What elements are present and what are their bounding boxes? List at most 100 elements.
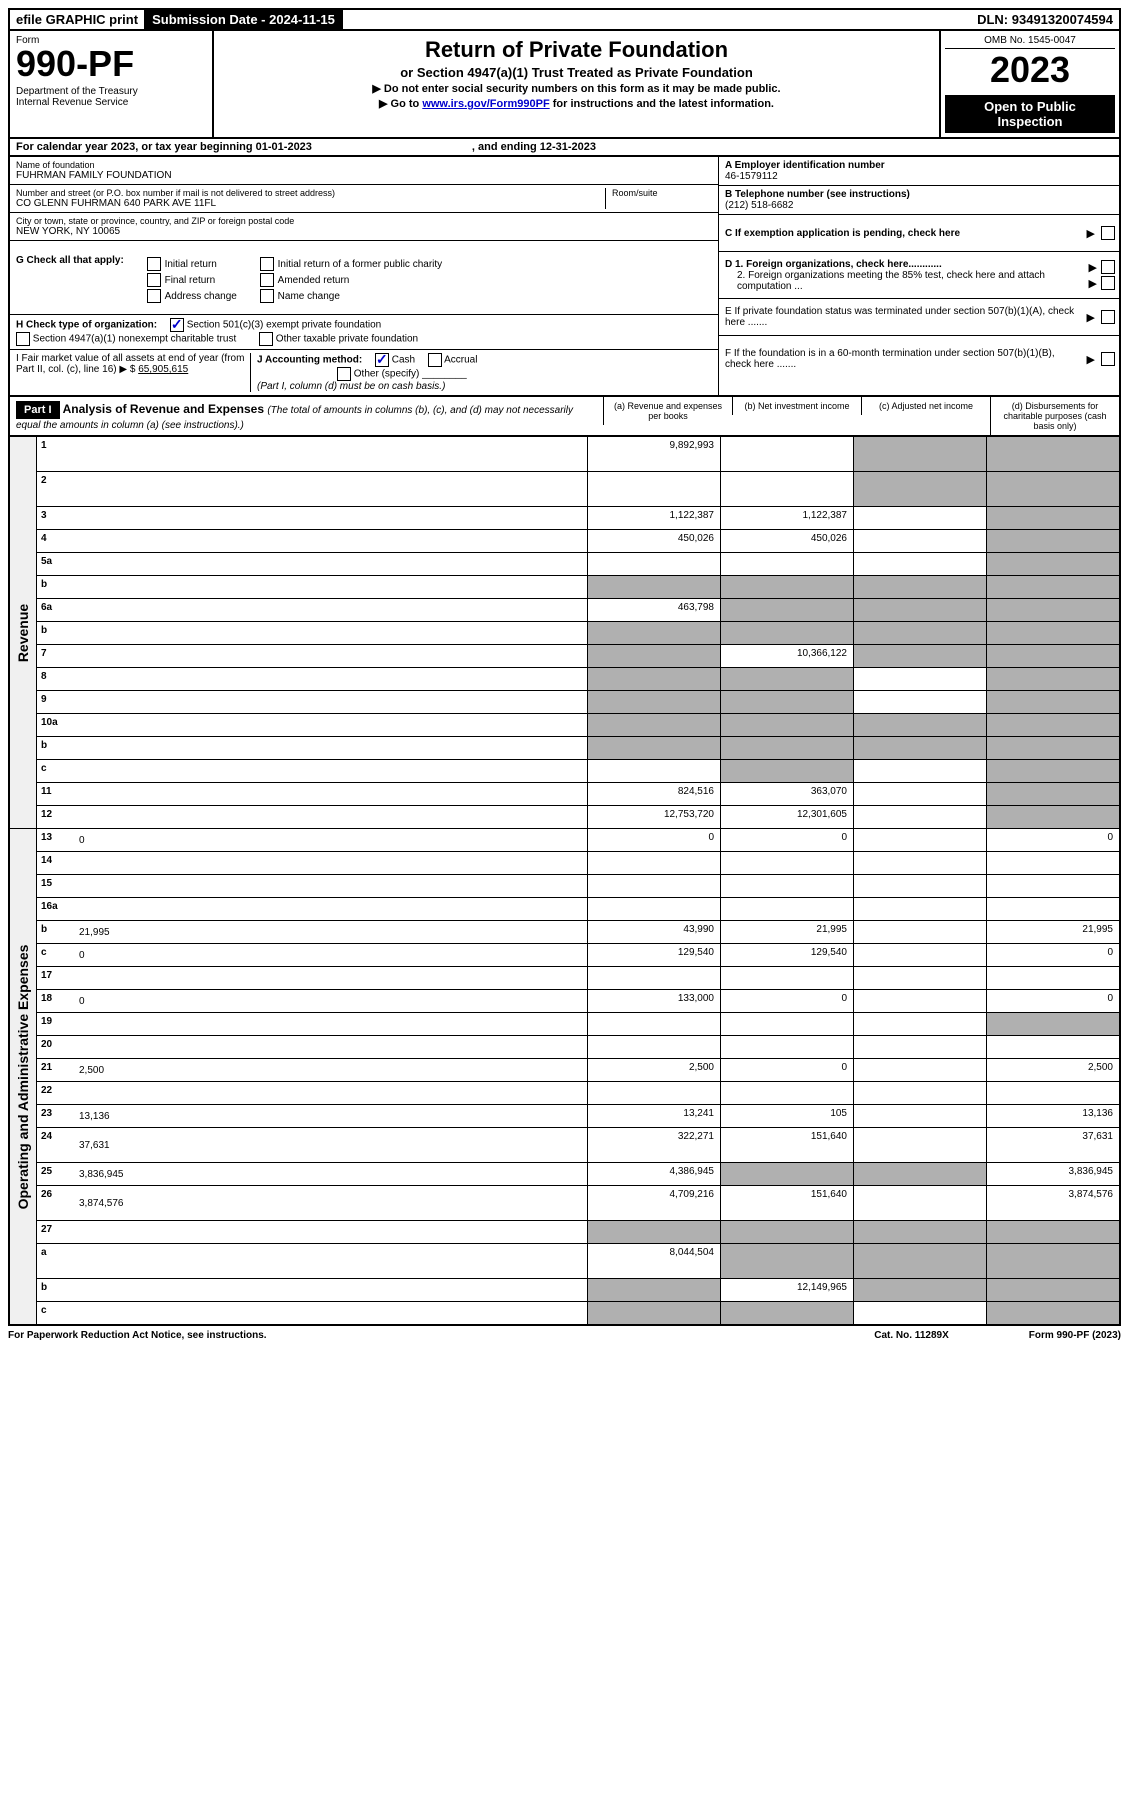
value-cell [853,1036,986,1058]
value-cell [587,668,720,690]
h-other-checkbox[interactable] [259,332,273,346]
j-other-checkbox[interactable] [337,367,351,381]
value-cell [720,760,853,782]
value-cell [853,507,986,529]
fmv-value: 65,905,615 [138,364,188,375]
f-checkbox[interactable] [1101,352,1115,366]
j-cash-checkbox[interactable] [375,353,389,367]
value-cell [720,967,853,989]
value-cell [587,576,720,598]
value-cell: 43,990 [587,921,720,943]
table-row: 2437,631322,271151,64037,631 [37,1128,1119,1163]
row-description: 3,874,576 [75,1186,587,1220]
value-cell: 0 [986,829,1119,851]
table-row: 212,5002,50002,500 [37,1059,1119,1082]
value-cell [587,691,720,713]
d1-checkbox[interactable] [1101,260,1115,274]
row-description [75,1013,587,1035]
g-address-checkbox[interactable] [147,289,161,303]
row-description [75,1244,587,1278]
value-cell [853,1013,986,1035]
g-amended-checkbox[interactable] [260,273,274,287]
row-number: 12 [37,806,75,828]
value-cell [587,553,720,575]
header-left: Form 990-PF Department of the Treasury I… [10,31,214,137]
open-public: Open to Public Inspection [945,95,1115,133]
value-cell [720,1302,853,1324]
row-description [75,1036,587,1058]
value-cell [853,921,986,943]
value-cell: 4,709,216 [587,1186,720,1220]
name-cell: Name of foundation FUHRMAN FAMILY FOUNDA… [10,157,718,185]
g-initial-public-checkbox[interactable] [260,257,274,271]
row-number: 4 [37,530,75,552]
dln-cell: DLN: 93491320074594 [971,10,1119,29]
row-number: 21 [37,1059,75,1081]
value-cell [587,1302,720,1324]
row-number: b [37,921,75,943]
value-cell [853,1059,986,1081]
table-row: 2 [37,472,1119,507]
row-description [75,783,587,805]
f-row: F If the foundation is in a 60-month ter… [719,336,1119,382]
table-row: 8 [37,668,1119,691]
value-cell [587,472,720,506]
table-row: 5a [37,553,1119,576]
value-cell [587,1221,720,1243]
row-number: 5a [37,553,75,575]
row-number: 3 [37,507,75,529]
value-cell [986,645,1119,667]
col-b-head: (b) Net investment income [732,397,861,415]
value-cell [853,760,986,782]
value-cell: 1,122,387 [720,507,853,529]
row-number: c [37,944,75,966]
value-cell [986,737,1119,759]
revenue-table: Revenue 19,892,993231,122,3871,122,38744… [8,437,1121,829]
revenue-body: 19,892,993231,122,3871,122,3874450,02645… [37,437,1119,828]
table-row: 27 [37,1221,1119,1244]
value-cell: 0 [587,829,720,851]
value-cell [853,806,986,828]
value-cell [853,576,986,598]
value-cell [853,1186,986,1220]
value-cell [720,714,853,736]
header-center: Return of Private Foundation or Section … [214,31,939,137]
value-cell [986,806,1119,828]
value-cell: 13,136 [986,1105,1119,1127]
table-row: c0129,540129,5400 [37,944,1119,967]
g-name-checkbox[interactable] [260,289,274,303]
h-row: H Check type of organization: Section 50… [10,315,718,350]
row-description [75,1082,587,1104]
table-row: 710,366,122 [37,645,1119,668]
exemption-checkbox[interactable] [1101,226,1115,240]
row-number: c [37,1302,75,1324]
table-row: 16a [37,898,1119,921]
irs-link[interactable]: www.irs.gov/Form990PF [422,98,549,110]
col-a-head: (a) Revenue and expenses per books [603,397,732,425]
value-cell [587,622,720,644]
value-cell: 21,995 [986,921,1119,943]
col-d-head: (d) Disbursements for charitable purpose… [990,397,1119,435]
entity-right: A Employer identification number 46-1579… [718,157,1119,252]
value-cell [986,530,1119,552]
d2-checkbox[interactable] [1101,276,1115,290]
table-row: c [37,760,1119,783]
j-accrual-checkbox[interactable] [428,353,442,367]
value-cell [986,553,1119,575]
e-checkbox[interactable] [1101,310,1115,324]
h-501c3-checkbox[interactable] [170,318,184,332]
g-initial-checkbox[interactable] [147,257,161,271]
table-row: 2313,13613,24110513,136 [37,1105,1119,1128]
city-cell: City or town, state or province, country… [10,213,718,241]
expenses-table: Operating and Administrative Expenses 13… [8,829,1121,1326]
d-row: D 1. Foreign organizations, check here..… [719,252,1119,299]
table-row: b [37,737,1119,760]
value-cell [853,898,986,920]
form-number: 990-PF [16,46,206,82]
h-4947-checkbox[interactable] [16,332,30,346]
row-description [75,967,587,989]
g-final-checkbox[interactable] [147,273,161,287]
row-number: 25 [37,1163,75,1185]
value-cell: 450,026 [587,530,720,552]
value-cell [853,1082,986,1104]
